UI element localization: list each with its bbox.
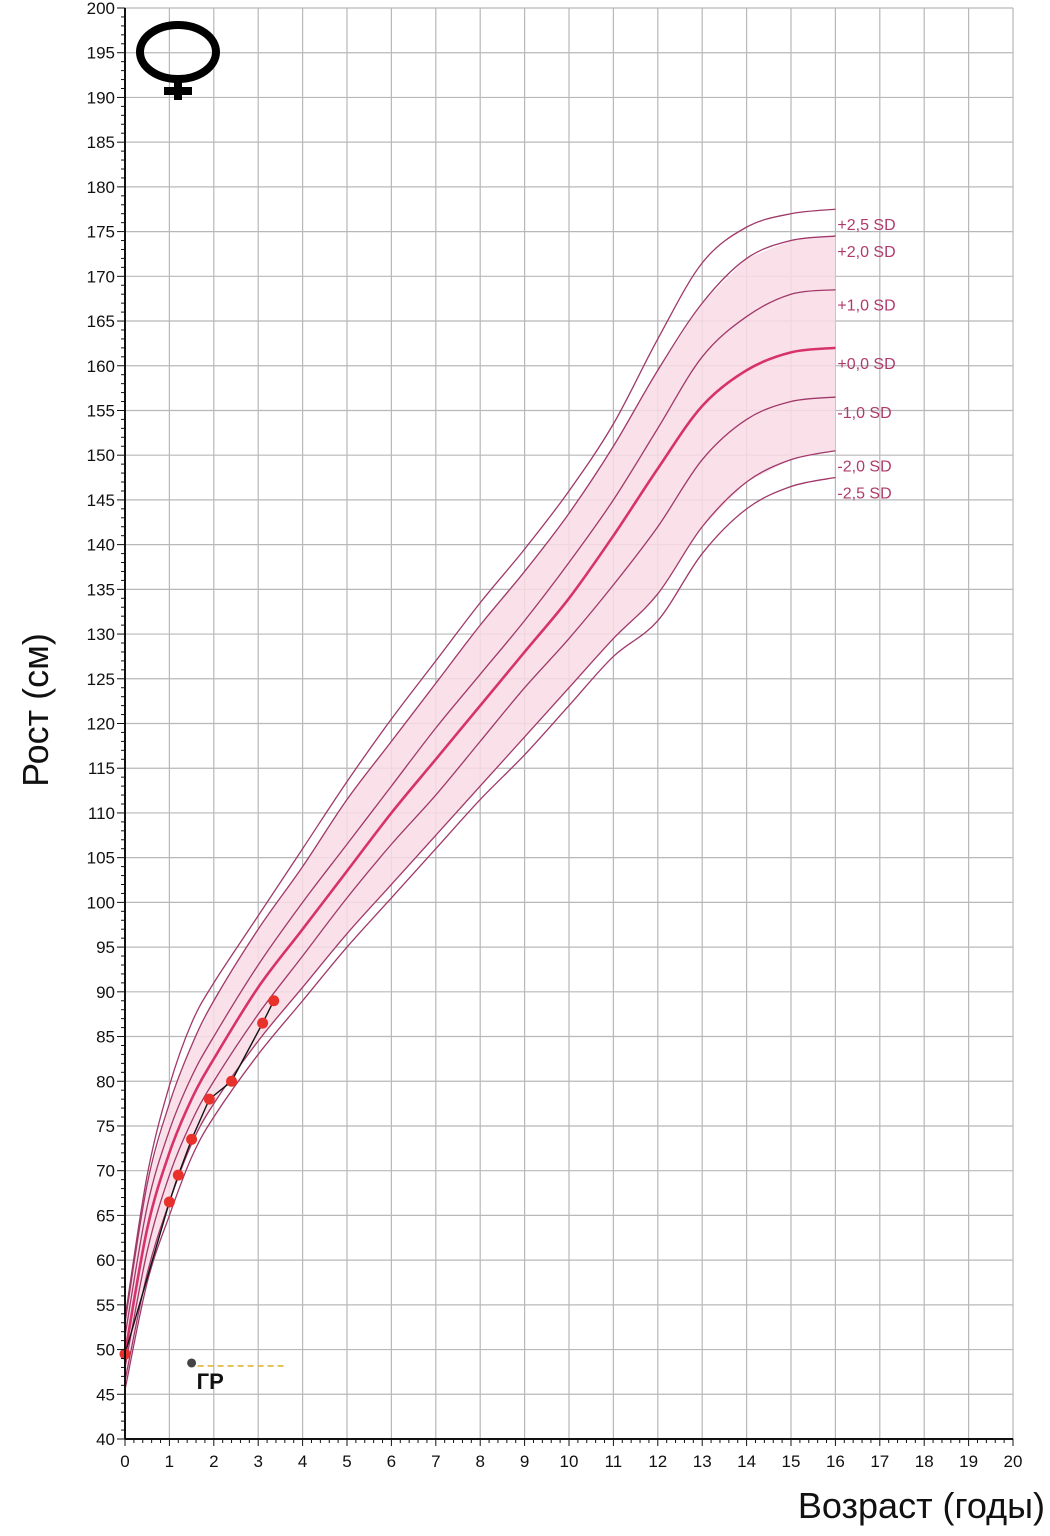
y-tick-label: 70 bbox=[96, 1162, 115, 1181]
y-tick-label: 195 bbox=[87, 44, 115, 63]
x-tick-label: 0 bbox=[120, 1452, 129, 1471]
x-tick-label: 17 bbox=[870, 1452, 889, 1471]
y-tick-label: 40 bbox=[96, 1430, 115, 1449]
x-tick-label: 20 bbox=[1004, 1452, 1023, 1471]
x-tick-label: 6 bbox=[387, 1452, 396, 1471]
x-tick-label: 19 bbox=[959, 1452, 978, 1471]
patient-measurements bbox=[119, 995, 280, 1360]
patient-point bbox=[226, 1075, 238, 1087]
y-tick-label: 155 bbox=[87, 401, 115, 420]
y-tick-label: 165 bbox=[87, 312, 115, 331]
y-tick-label: 105 bbox=[87, 849, 115, 868]
y-tick-label: 120 bbox=[87, 715, 115, 734]
sd-curves bbox=[123, 208, 836, 1390]
patient-point bbox=[186, 1133, 198, 1145]
grid bbox=[124, 7, 1014, 1440]
y-tick-label: 135 bbox=[87, 580, 115, 599]
axes: 0 1 2 3 4 5 6 7 8 9 10 11 12 13 14 15 16 17 18 19 2040455055… bbox=[87, 0, 1023, 1471]
sd-label-5: -2,0 SD bbox=[837, 459, 891, 476]
y-tick-label: 125 bbox=[87, 670, 115, 689]
sd-curve-6 bbox=[124, 476, 836, 1390]
y-tick-label: 175 bbox=[87, 223, 115, 242]
y-tick-label: 110 bbox=[88, 804, 115, 823]
y-tick-label: 80 bbox=[96, 1072, 115, 1091]
x-tick-label: 13 bbox=[693, 1452, 712, 1471]
sd-labels: +2,5 SD +2,0 SD +1,0 SD +0,0 SD -1,0 SD -2,0 … bbox=[837, 217, 895, 502]
gr-marker bbox=[187, 1358, 197, 1368]
patient-point bbox=[203, 1093, 215, 1105]
y-tick-label: 130 bbox=[87, 625, 115, 644]
x-tick-label: 15 bbox=[782, 1452, 801, 1471]
x-tick-label: 10 bbox=[560, 1452, 579, 1471]
y-tick-label: 190 bbox=[87, 88, 115, 107]
sd-label-2: +1,0 SD bbox=[837, 298, 895, 315]
patient-point bbox=[163, 1196, 175, 1208]
y-tick-label: 115 bbox=[88, 759, 115, 778]
x-tick-label: 12 bbox=[648, 1452, 667, 1471]
y-tick-label: 150 bbox=[87, 446, 115, 465]
y-tick-label: 185 bbox=[87, 133, 115, 152]
sd-label-0: +2,5 SD bbox=[837, 217, 895, 234]
x-tick-label: 14 bbox=[737, 1452, 756, 1471]
sd-curve-0 bbox=[124, 208, 836, 1319]
x-tick-label: 18 bbox=[915, 1452, 934, 1471]
y-tick-label: 55 bbox=[96, 1296, 115, 1315]
x-tick-label: 4 bbox=[298, 1452, 307, 1471]
sd-label-6: -2,5 SD bbox=[837, 486, 891, 503]
x-tick-label: 7 bbox=[431, 1452, 440, 1471]
sd-band bbox=[125, 236, 836, 1381]
y-axis-title: Рост (см) bbox=[15, 633, 56, 787]
y-tick-label: 60 bbox=[96, 1251, 115, 1270]
x-tick-label: 1 bbox=[165, 1452, 174, 1471]
y-tick-label: 100 bbox=[87, 893, 115, 912]
y-tick-label: 75 bbox=[96, 1117, 115, 1136]
y-tick-label: 180 bbox=[87, 178, 115, 197]
y-tick-label: 160 bbox=[87, 357, 115, 376]
sd-curve-1 bbox=[124, 235, 836, 1323]
x-tick-label: 5 bbox=[342, 1452, 351, 1471]
y-tick-label: 140 bbox=[87, 536, 115, 555]
y-tick-label: 170 bbox=[87, 267, 115, 286]
sd-curve-5 bbox=[124, 450, 836, 1382]
gr-annotation: ГР bbox=[187, 1358, 285, 1394]
x-tick-label: 3 bbox=[253, 1452, 262, 1471]
x-tick-label: 9 bbox=[520, 1452, 529, 1471]
x-tick-label: 2 bbox=[209, 1452, 218, 1471]
x-tick-label: 11 bbox=[605, 1452, 623, 1471]
gr-label: ГР bbox=[197, 1369, 224, 1394]
y-tick-label: 200 bbox=[87, 0, 115, 18]
sd-label-4: -1,0 SD bbox=[837, 405, 891, 422]
patient-point bbox=[268, 995, 280, 1007]
sd-label-1: +2,0 SD bbox=[837, 244, 895, 261]
y-tick-label: 50 bbox=[96, 1341, 115, 1360]
sd-curve-2 bbox=[124, 289, 836, 1337]
y-tick-label: 45 bbox=[96, 1385, 115, 1404]
y-tick-label: 95 bbox=[96, 938, 115, 957]
x-axis-title: Возраст (годы) bbox=[798, 1485, 1045, 1526]
sd-band-fill bbox=[125, 236, 836, 1381]
y-tick-label: 85 bbox=[96, 1028, 115, 1047]
sd-curve-4 bbox=[124, 396, 836, 1368]
y-tick-label: 65 bbox=[96, 1206, 115, 1225]
sd-label-3: +0,0 SD bbox=[837, 356, 895, 373]
female-symbol bbox=[136, 21, 220, 100]
y-tick-label: 90 bbox=[96, 983, 115, 1002]
x-tick-label: 16 bbox=[826, 1452, 845, 1471]
y-tick-label: 145 bbox=[87, 491, 115, 510]
x-tick-label: 8 bbox=[475, 1452, 484, 1471]
patient-point bbox=[257, 1017, 269, 1029]
sd-curve-3 bbox=[123, 346, 836, 1355]
patient-point bbox=[172, 1169, 184, 1181]
